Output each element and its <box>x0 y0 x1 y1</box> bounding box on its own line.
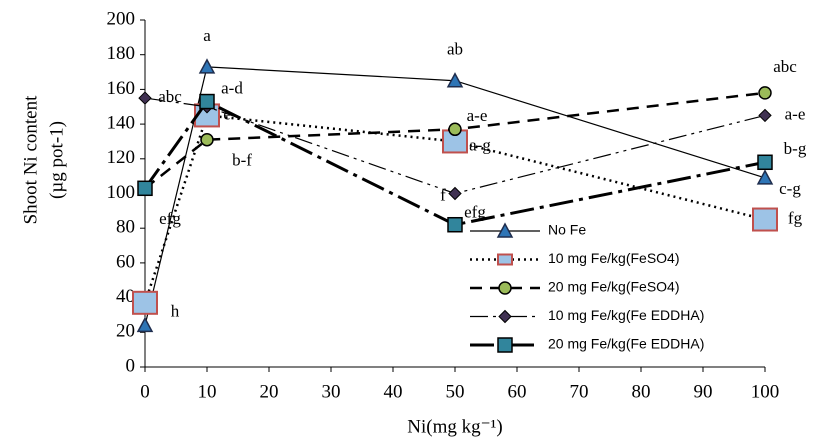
x-tick-label: 60 <box>508 381 527 402</box>
point-label: c-g <box>779 179 801 198</box>
marker <box>136 316 154 333</box>
marker <box>132 290 158 315</box>
y-tick-label: 180 <box>107 43 136 64</box>
marker <box>446 72 464 88</box>
point-label: fg <box>788 208 803 227</box>
y-tick-label: 60 <box>116 251 135 272</box>
point-label: efg <box>159 209 181 228</box>
point-label: a-e <box>467 106 488 125</box>
x-tick-label: 10 <box>198 381 217 402</box>
legend-label: 20 mg Fe/kg(Fe EDDHA) <box>548 336 704 352</box>
x-tick-label: 50 <box>446 381 465 402</box>
marker <box>447 216 463 233</box>
x-tick-label: 30 <box>322 381 341 402</box>
x-tick-label: 0 <box>140 381 150 402</box>
point-label: a <box>203 26 211 45</box>
point-label: b-g <box>784 139 807 158</box>
y-tick-label: 20 <box>116 321 135 342</box>
legend-label: No Fe <box>548 222 586 238</box>
x-tick-label: 80 <box>632 381 651 402</box>
y-tick-label: 120 <box>107 147 136 168</box>
marker <box>758 86 772 100</box>
marker <box>198 58 216 74</box>
y-axis-label: (µg pot-1) <box>46 121 67 199</box>
marker <box>448 186 462 201</box>
legend-label: 10 mg Fe/kg(Fe EDDHA) <box>548 307 704 323</box>
marker <box>757 154 773 171</box>
legend-marker <box>498 309 512 324</box>
y-tick-label: 100 <box>107 182 136 203</box>
y-tick-label: 160 <box>107 78 136 99</box>
marker <box>199 93 215 110</box>
point-label: a-e <box>785 104 806 123</box>
y-tick-label: 140 <box>107 112 136 133</box>
point-label: f <box>440 186 446 205</box>
y-tick-label: 200 <box>107 8 136 29</box>
x-tick-label: 40 <box>384 381 403 402</box>
legend-marker <box>496 222 514 238</box>
series-line <box>143 99 766 227</box>
series-line <box>143 114 766 304</box>
marker <box>200 132 214 147</box>
x-tick-label: 70 <box>570 381 589 402</box>
legend-marker <box>497 337 513 353</box>
point-label: efg <box>464 202 486 221</box>
x-axis-label: Ni(mg kg⁻¹) <box>407 416 502 437</box>
marker <box>752 207 778 232</box>
legend-marker <box>497 253 513 266</box>
y-tick-label: 0 <box>126 355 136 376</box>
marker <box>756 169 774 185</box>
marker <box>448 122 462 137</box>
y-tick-label: 80 <box>116 217 135 238</box>
marker <box>137 180 153 197</box>
legend-label: 10 mg Fe/kg(FeSO4) <box>548 250 680 266</box>
x-tick-label: 90 <box>694 381 713 402</box>
marker <box>758 108 772 123</box>
point-label: abc <box>158 87 182 106</box>
marker <box>138 91 152 105</box>
point-label: ab <box>447 40 463 59</box>
point-label: a-d <box>221 78 243 97</box>
x-tick-label: 100 <box>751 381 780 402</box>
series-line <box>144 66 766 326</box>
series-line <box>144 91 766 190</box>
point-label: b-f <box>232 151 252 170</box>
point-label: abc <box>773 57 797 76</box>
series-line <box>144 97 766 195</box>
y-axis-label: Shoot Ni content <box>20 95 41 224</box>
y-tick-label: 40 <box>116 286 135 307</box>
legend-label: 20 mg Fe/kg(FeSO4) <box>548 279 680 295</box>
legend-marker <box>498 281 512 295</box>
point-label: a-g <box>469 135 491 154</box>
x-tick-label: 20 <box>260 381 279 402</box>
point-label: h <box>171 302 180 321</box>
